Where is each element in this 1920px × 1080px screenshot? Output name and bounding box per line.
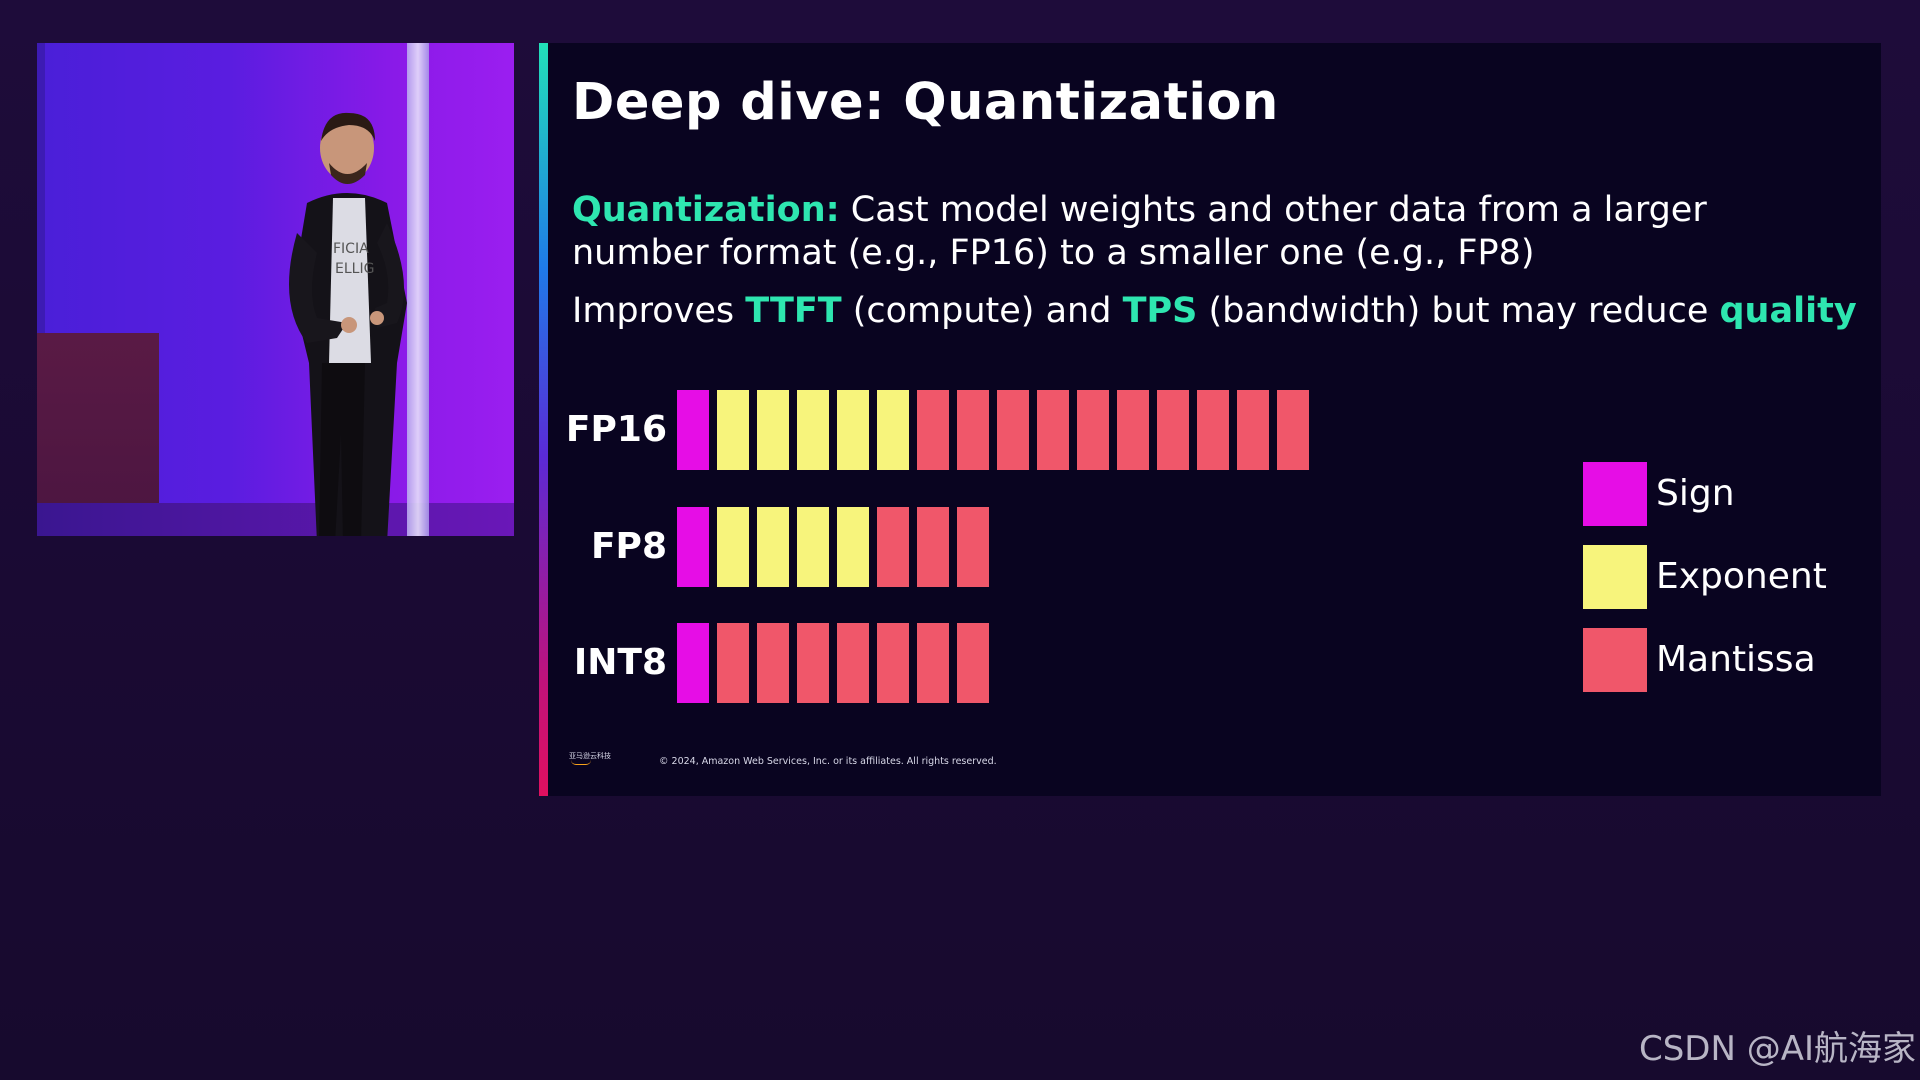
- format-row-int8: INT8: [539, 623, 1339, 703]
- improves-statement: Improves TTFT (compute) and TPS (bandwid…: [572, 290, 1872, 333]
- format-row-fp8: FP8: [539, 507, 1339, 587]
- mantissa-bit: [757, 623, 789, 703]
- exponent-bit: [757, 507, 789, 587]
- stage-pillar-left: [37, 43, 45, 536]
- format-row-fp16: FP16: [539, 390, 1339, 470]
- legend-item-exponent: Exponent: [1583, 545, 1863, 609]
- legend-label-mantissa: Mantissa: [1656, 639, 1816, 680]
- sign-bit: [677, 623, 709, 703]
- mantissa-bit: [1037, 390, 1069, 470]
- improves-mid-2: (bandwidth) but may reduce: [1197, 291, 1720, 331]
- mantissa-bit: [1117, 390, 1149, 470]
- exponent-bit: [837, 390, 869, 470]
- mantissa-bit: [877, 507, 909, 587]
- aws-logo-text: 亚马逊云科技: [569, 752, 611, 760]
- mantissa-bit: [917, 390, 949, 470]
- mantissa-bit: [797, 623, 829, 703]
- format-label: FP16: [565, 409, 667, 450]
- exponent-bit: [877, 390, 909, 470]
- mantissa-bit: [1077, 390, 1109, 470]
- mantissa-bit: [957, 623, 989, 703]
- exponent-bit: [717, 390, 749, 470]
- tps-highlight: TPS: [1122, 291, 1198, 331]
- mantissa-bit: [1277, 390, 1309, 470]
- exponent-bit: [717, 507, 749, 587]
- aws-logo: 亚马逊云科技: [569, 751, 613, 765]
- svg-text:FICIA: FICIA: [333, 241, 369, 257]
- mantissa-bit: [997, 390, 1029, 470]
- svg-text:ELLIG: ELLIG: [335, 261, 374, 277]
- mantissa-bit: [917, 507, 949, 587]
- mantissa-bit: [717, 623, 749, 703]
- mantissa-bit: [877, 623, 909, 703]
- bit-layout: [677, 507, 989, 587]
- mantissa-bit: [1237, 390, 1269, 470]
- definition-term: Quantization:: [572, 190, 840, 230]
- mantissa-bit: [957, 507, 989, 587]
- speaker-video: FICIA ELLIG: [37, 43, 514, 536]
- ttft-highlight: TTFT: [745, 291, 842, 331]
- quality-highlight: quality: [1719, 291, 1857, 331]
- exponent-bit: [797, 390, 829, 470]
- stage-pillar: [407, 43, 429, 536]
- mantissa-bit: [1157, 390, 1189, 470]
- legend-label-sign: Sign: [1656, 473, 1735, 514]
- slide-title: Deep dive: Quantization: [572, 73, 1279, 132]
- stage-podium: [37, 333, 159, 536]
- speaker-figure: FICIA ELLIG: [289, 112, 407, 536]
- exponent-bit: [797, 507, 829, 587]
- exponent-bit: [837, 507, 869, 587]
- mantissa-bit: [1197, 390, 1229, 470]
- bit-layout: [677, 390, 1309, 470]
- sign-bit: [677, 390, 709, 470]
- legend-label-exponent: Exponent: [1656, 556, 1827, 597]
- legend-swatch-exponent: [1583, 545, 1647, 609]
- improves-mid-1: (compute) and: [841, 291, 1123, 331]
- stage-floor: [37, 503, 514, 536]
- exponent-bit: [757, 390, 789, 470]
- definition-text: Cast model weights and other data from a…: [572, 190, 1707, 273]
- mantissa-bit: [957, 390, 989, 470]
- mantissa-bit: [837, 623, 869, 703]
- legend-swatch-sign: [1583, 462, 1647, 526]
- csdn-watermark: CSDN @AI航海家: [1638, 1029, 1916, 1069]
- aws-smile-icon: [571, 760, 591, 765]
- sign-bit: [677, 507, 709, 587]
- legend-item-mantissa: Mantissa: [1583, 628, 1863, 692]
- copyright-notice: © 2024, Amazon Web Services, Inc. or its…: [659, 756, 997, 767]
- format-label: INT8: [573, 642, 667, 683]
- legend-swatch-mantissa: [1583, 628, 1647, 692]
- quantization-definition: Quantization: Cast model weights and oth…: [572, 189, 1822, 275]
- improves-prefix: Improves: [572, 291, 746, 331]
- mantissa-bit: [917, 623, 949, 703]
- slide-accent-bar: [539, 43, 548, 796]
- presentation-slide: Deep dive: Quantization Quantization: Ca…: [539, 43, 1881, 796]
- bit-layout: [677, 623, 989, 703]
- format-label: FP8: [590, 526, 667, 567]
- legend-item-sign: Sign: [1583, 462, 1863, 526]
